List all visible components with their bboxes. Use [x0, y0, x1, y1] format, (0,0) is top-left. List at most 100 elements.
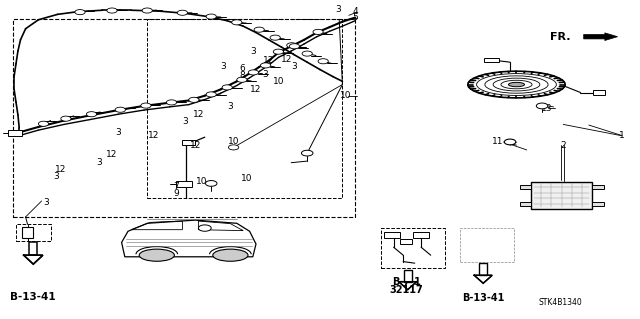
Circle shape [313, 29, 323, 34]
Circle shape [232, 20, 242, 25]
Circle shape [318, 59, 328, 64]
Bar [16, 224, 51, 241]
Text: 10: 10 [228, 137, 239, 146]
Circle shape [289, 44, 300, 49]
Circle shape [237, 77, 247, 82]
Text: 10: 10 [273, 77, 284, 86]
Text: 8: 8 [239, 71, 244, 80]
Circle shape [301, 150, 313, 156]
Circle shape [254, 27, 264, 32]
Text: 3: 3 [250, 47, 255, 56]
Bar [484, 58, 499, 62]
Circle shape [142, 8, 152, 13]
Text: 3: 3 [97, 158, 102, 167]
Text: 3: 3 [292, 63, 297, 71]
Circle shape [86, 112, 97, 117]
Circle shape [205, 181, 217, 186]
Bar [400, 239, 412, 244]
Text: 9: 9 [173, 189, 179, 198]
Bar [520, 185, 531, 189]
Bar [593, 90, 605, 95]
Circle shape [287, 43, 297, 48]
Text: 10: 10 [340, 91, 351, 100]
Circle shape [206, 92, 216, 97]
Circle shape [228, 145, 239, 150]
Circle shape [260, 63, 271, 68]
Circle shape [248, 70, 259, 75]
Text: 3: 3 [263, 70, 268, 79]
Text: B-13-41: B-13-41 [462, 293, 504, 303]
Text: 5: 5 [353, 13, 358, 22]
Circle shape [38, 121, 49, 126]
Circle shape [75, 10, 85, 15]
Ellipse shape [212, 249, 248, 261]
Text: 12: 12 [193, 110, 204, 119]
Bar [404, 270, 412, 282]
Text: 3: 3 [116, 128, 121, 137]
Text: 12: 12 [250, 85, 262, 94]
Bar [147, 19, 342, 198]
Circle shape [206, 14, 216, 19]
Text: 3: 3 [183, 117, 188, 126]
Bar [413, 232, 429, 238]
Text: 12: 12 [148, 131, 159, 140]
Bar [13, 19, 355, 217]
Text: 32117: 32117 [390, 285, 423, 295]
Bar [8, 130, 22, 136]
Text: 3: 3 [335, 5, 340, 14]
Bar [479, 263, 487, 275]
Text: 12: 12 [189, 141, 201, 150]
Bar [176, 181, 192, 187]
Bar [531, 182, 592, 209]
Text: 4: 4 [353, 7, 358, 16]
Circle shape [302, 51, 312, 56]
Bar [520, 202, 531, 206]
Bar [182, 140, 195, 145]
Polygon shape [584, 33, 618, 41]
Bar [381, 228, 445, 268]
Bar [29, 242, 37, 255]
Circle shape [177, 10, 188, 15]
Text: 12: 12 [263, 56, 275, 65]
Circle shape [273, 49, 284, 54]
Text: B-13-41: B-13-41 [10, 292, 56, 302]
Bar [384, 232, 400, 238]
Text: 3: 3 [220, 63, 225, 71]
Circle shape [166, 100, 177, 105]
Circle shape [270, 35, 280, 40]
Circle shape [107, 8, 117, 13]
Text: 10: 10 [196, 177, 207, 186]
Bar [592, 185, 604, 189]
Circle shape [222, 85, 232, 90]
Circle shape [141, 103, 151, 108]
Text: 7: 7 [173, 182, 179, 191]
Circle shape [115, 107, 125, 112]
Text: 3: 3 [44, 198, 49, 207]
Bar [460, 228, 514, 262]
Circle shape [536, 103, 548, 109]
Text: 13: 13 [541, 104, 553, 113]
Text: 2: 2 [561, 141, 566, 150]
Text: B-7-1: B-7-1 [392, 277, 421, 287]
Ellipse shape [509, 82, 525, 87]
Text: FR.: FR. [550, 32, 570, 42]
Text: 3: 3 [54, 172, 59, 181]
Text: 3: 3 [228, 102, 233, 111]
Text: STK4B1340: STK4B1340 [538, 298, 582, 307]
Ellipse shape [140, 249, 174, 261]
Bar [592, 202, 604, 206]
Circle shape [198, 225, 211, 231]
Polygon shape [24, 255, 43, 264]
Text: 11: 11 [492, 137, 504, 146]
Text: 1: 1 [620, 131, 625, 140]
Circle shape [61, 116, 71, 121]
Bar [22, 227, 33, 238]
Text: 6: 6 [239, 64, 244, 73]
Text: 12: 12 [55, 165, 67, 174]
Text: 12: 12 [106, 150, 118, 159]
Circle shape [189, 97, 199, 102]
Text: 10: 10 [241, 174, 252, 183]
Polygon shape [474, 275, 492, 283]
Polygon shape [399, 282, 417, 290]
Circle shape [504, 139, 516, 145]
